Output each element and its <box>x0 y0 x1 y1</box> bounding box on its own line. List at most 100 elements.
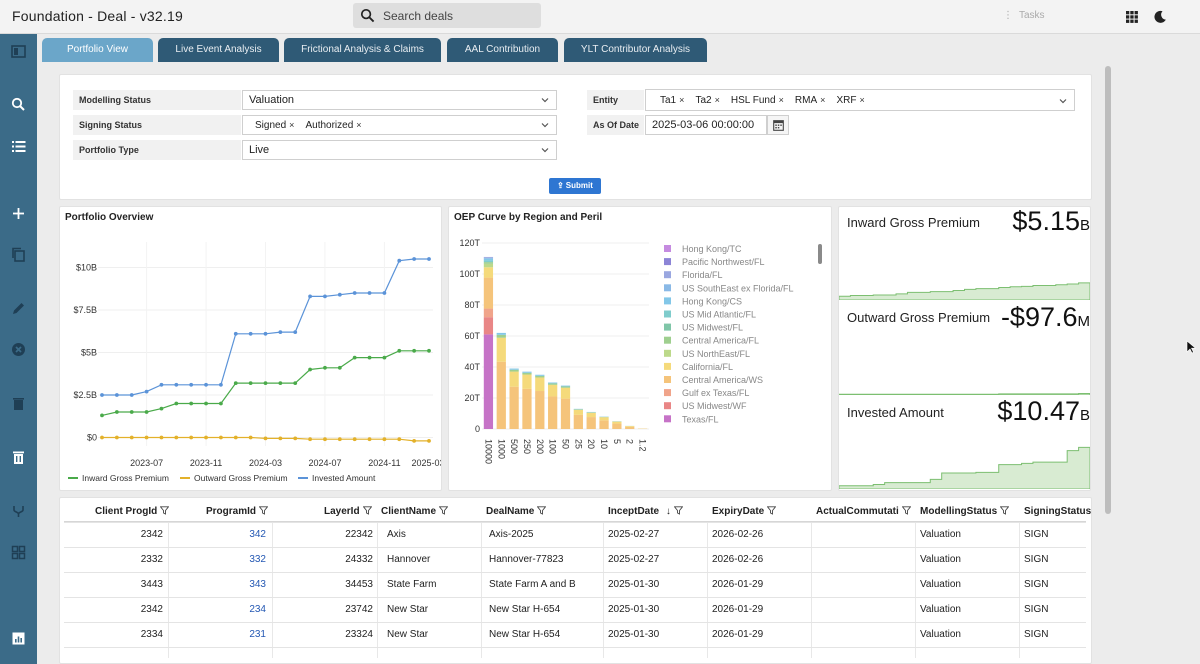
data-point <box>367 291 372 295</box>
delete-icon[interactable] <box>10 449 27 466</box>
column-header-label: ModellingStatus <box>920 506 998 517</box>
column-header[interactable]: ExpiryDate <box>712 506 777 519</box>
column-divider <box>481 522 482 658</box>
data-point <box>233 381 238 385</box>
program-id-link[interactable]: 231 <box>249 629 266 640</box>
tab-ylt-contributor-analysis[interactable]: YLT Contributor Analysis <box>564 38 707 62</box>
pencil-icon[interactable] <box>10 300 27 317</box>
main-scrollbar[interactable] <box>1105 66 1111 514</box>
y-tick-label: 20T <box>464 393 480 403</box>
grid-icon[interactable] <box>10 544 27 561</box>
table-cell: New Star H-654 <box>489 629 561 640</box>
close-icon[interactable]: × <box>356 120 362 130</box>
table-cell: New Star H-654 <box>489 604 561 615</box>
legend-label: Hong Kong/CS <box>682 296 742 306</box>
tab-frictional-analysis[interactable]: Frictional Analysis & Claims <box>284 38 441 62</box>
column-header[interactable]: ProgramId <box>206 506 269 519</box>
table-cell: SIGN <box>1024 604 1049 615</box>
kpi-invested-sparkline <box>839 446 1090 489</box>
portfolio-type-select[interactable]: Live <box>242 140 557 160</box>
program-id-link[interactable]: 234 <box>249 604 266 615</box>
filter-icon[interactable] <box>767 506 777 515</box>
table-cell: SIGN <box>1024 629 1049 640</box>
trash-icon[interactable] <box>10 395 27 412</box>
bar-segment <box>483 258 494 261</box>
search-input[interactable] <box>383 6 533 25</box>
search-icon <box>360 8 375 23</box>
cancel-icon[interactable] <box>10 341 27 358</box>
legend-label: Hong Kong/TC <box>682 244 742 254</box>
program-id-link[interactable]: 343 <box>249 579 266 590</box>
program-id-link[interactable]: 342 <box>249 529 266 540</box>
signing-status-select[interactable]: Signed × Authorized × <box>242 115 557 135</box>
filter-icon[interactable] <box>1000 506 1010 515</box>
search-icon[interactable] <box>10 96 27 113</box>
kpi-inward-label: Inward Gross Premium <box>847 215 980 230</box>
data-point <box>129 393 134 397</box>
close-icon[interactable]: × <box>820 95 826 105</box>
filter-icon[interactable] <box>259 506 269 515</box>
grid-icon[interactable] <box>1126 11 1138 23</box>
data-point <box>263 436 268 441</box>
tasks-menu[interactable]: ⋮ Tasks <box>1003 10 1045 21</box>
list-icon[interactable] <box>10 138 27 155</box>
oep-curve-card <box>448 206 832 491</box>
data-point <box>100 393 104 397</box>
close-icon[interactable]: × <box>778 95 784 105</box>
bar-segment <box>483 277 494 309</box>
data-point <box>382 291 387 295</box>
submit-button[interactable]: ⇪ Submit <box>549 178 601 194</box>
close-icon[interactable]: × <box>679 95 685 105</box>
column-header[interactable]: ActualCommutati <box>816 506 911 519</box>
column-header[interactable]: LayerId <box>324 506 372 519</box>
data-point <box>189 401 194 406</box>
column-divider <box>811 522 812 658</box>
legend-swatch <box>664 258 671 266</box>
program-id-link[interactable]: 332 <box>249 554 266 565</box>
tab-aal-contribution[interactable]: AAL Contribution <box>447 38 558 62</box>
y-tick-label: $5B <box>81 348 97 358</box>
header-divider <box>64 521 1086 522</box>
column-header[interactable]: InceptDate ↓ <box>608 506 683 519</box>
data-point <box>323 437 327 442</box>
chart-icon[interactable] <box>10 630 27 647</box>
portfolio-overview-title: Portfolio Overview <box>65 212 154 223</box>
sort-desc-icon[interactable]: ↓ <box>663 506 671 517</box>
close-icon[interactable]: × <box>714 95 720 105</box>
column-header[interactable]: Client ProgId <box>95 506 170 519</box>
chip-label: Ta2 <box>695 95 712 106</box>
bar-segment <box>522 374 532 389</box>
branch-icon[interactable] <box>10 503 27 520</box>
as-of-date-input[interactable]: 2025-03-06 00:00:00 <box>645 115 767 135</box>
filter-icon[interactable] <box>901 506 911 515</box>
filter-icon[interactable] <box>362 506 372 515</box>
table-cell: SIGN <box>1024 554 1049 565</box>
copy-icon[interactable] <box>10 246 27 263</box>
entity-select[interactable]: Ta1 × Ta2 × HSL Fund × RMA × XRF × <box>645 89 1075 111</box>
dashboard-icon[interactable] <box>10 43 27 60</box>
tab-live-event-analysis[interactable]: Live Event Analysis <box>158 38 279 62</box>
modelling-status-select[interactable]: Valuation <box>242 90 557 110</box>
data-point <box>233 435 238 440</box>
plus-icon[interactable] <box>10 205 27 222</box>
column-header[interactable]: SigningStatus <box>1024 506 1091 519</box>
y-tick-label: $10B <box>76 263 97 273</box>
column-header[interactable]: DealName <box>486 506 547 519</box>
column-header[interactable]: ClientName <box>381 506 449 519</box>
row-divider <box>64 547 1086 548</box>
close-icon[interactable]: × <box>859 95 865 105</box>
moon-icon[interactable] <box>1153 10 1167 24</box>
tab-portfolio-view[interactable]: Portfolio View <box>42 38 153 62</box>
filter-icon[interactable] <box>673 506 683 515</box>
data-point <box>204 401 208 406</box>
filter-icon[interactable] <box>439 506 449 515</box>
table-cell: 2334 <box>140 629 163 640</box>
close-icon[interactable]: × <box>289 120 295 130</box>
chip-ta1: Ta1 × <box>660 90 684 111</box>
filter-icon[interactable] <box>537 506 547 515</box>
search-box[interactable] <box>353 3 541 28</box>
column-header[interactable]: ModellingStatus <box>920 506 1010 519</box>
table-cell: 2342 <box>140 604 163 615</box>
calendar-button[interactable] <box>767 115 789 135</box>
filter-icon[interactable] <box>160 506 170 515</box>
